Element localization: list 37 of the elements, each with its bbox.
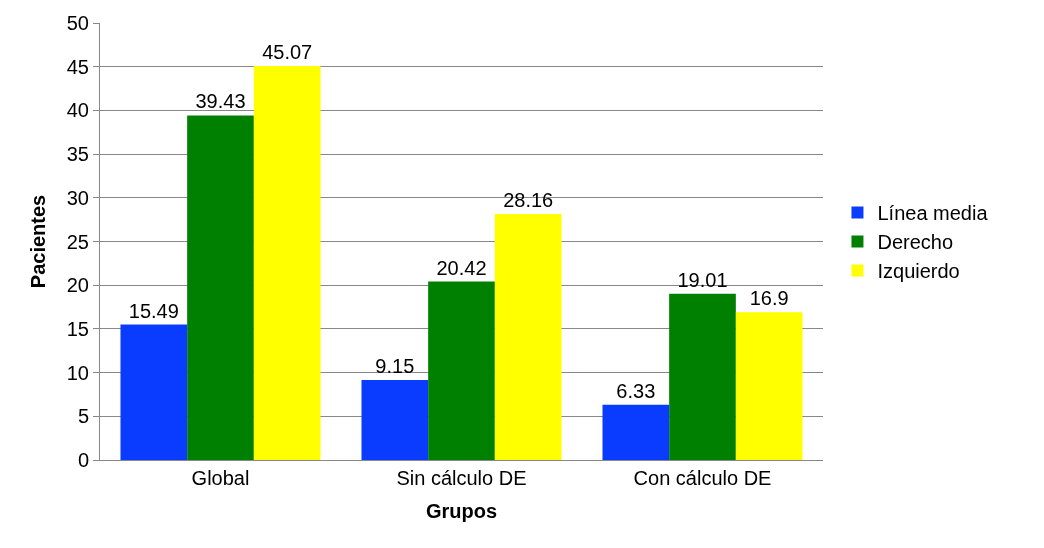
y-tick-label: 15 xyxy=(66,317,89,340)
data-label: 45.07 xyxy=(262,41,313,64)
legend-label: Derecho xyxy=(877,231,954,254)
bar xyxy=(669,293,736,460)
y-tick-label: 25 xyxy=(66,230,89,253)
data-label: 9.15 xyxy=(375,355,415,378)
y-tick-label: 0 xyxy=(77,449,89,471)
x-tick-label: Sin cálculo DE xyxy=(396,467,527,489)
x-tick-label: Global xyxy=(191,467,250,489)
data-label: 39.43 xyxy=(195,90,246,113)
data-label: 28.16 xyxy=(503,188,554,211)
bar xyxy=(735,312,803,460)
y-tick-label: 40 xyxy=(66,99,89,122)
y-tick-label: 20 xyxy=(66,274,89,297)
x-axis-title: Grupos xyxy=(425,499,498,522)
y-tick-label: 30 xyxy=(66,186,89,209)
bar xyxy=(428,281,495,460)
data-label: 15.49 xyxy=(128,299,179,322)
y-tick-label: 50 xyxy=(66,12,89,34)
y-tick-label: 45 xyxy=(66,55,89,78)
bar xyxy=(187,115,254,460)
legend-label: Izquierdo xyxy=(877,260,960,283)
bar xyxy=(120,324,188,460)
legend-label: Línea media xyxy=(877,202,989,225)
bar xyxy=(253,66,321,460)
x-tick-label: Con cálculo DE xyxy=(633,467,772,489)
y-tick-label: 5 xyxy=(77,405,89,428)
bar xyxy=(602,404,670,460)
bar xyxy=(494,213,562,460)
y-axis-title: Pacientes xyxy=(27,194,50,289)
bar xyxy=(361,380,429,460)
y-tick-label: 10 xyxy=(66,361,89,384)
data-label: 6.33 xyxy=(616,379,656,402)
data-label: 19.01 xyxy=(677,268,728,291)
y-tick-label: 35 xyxy=(66,143,89,166)
data-label: 16.9 xyxy=(749,287,789,310)
data-label: 20.42 xyxy=(436,256,487,279)
